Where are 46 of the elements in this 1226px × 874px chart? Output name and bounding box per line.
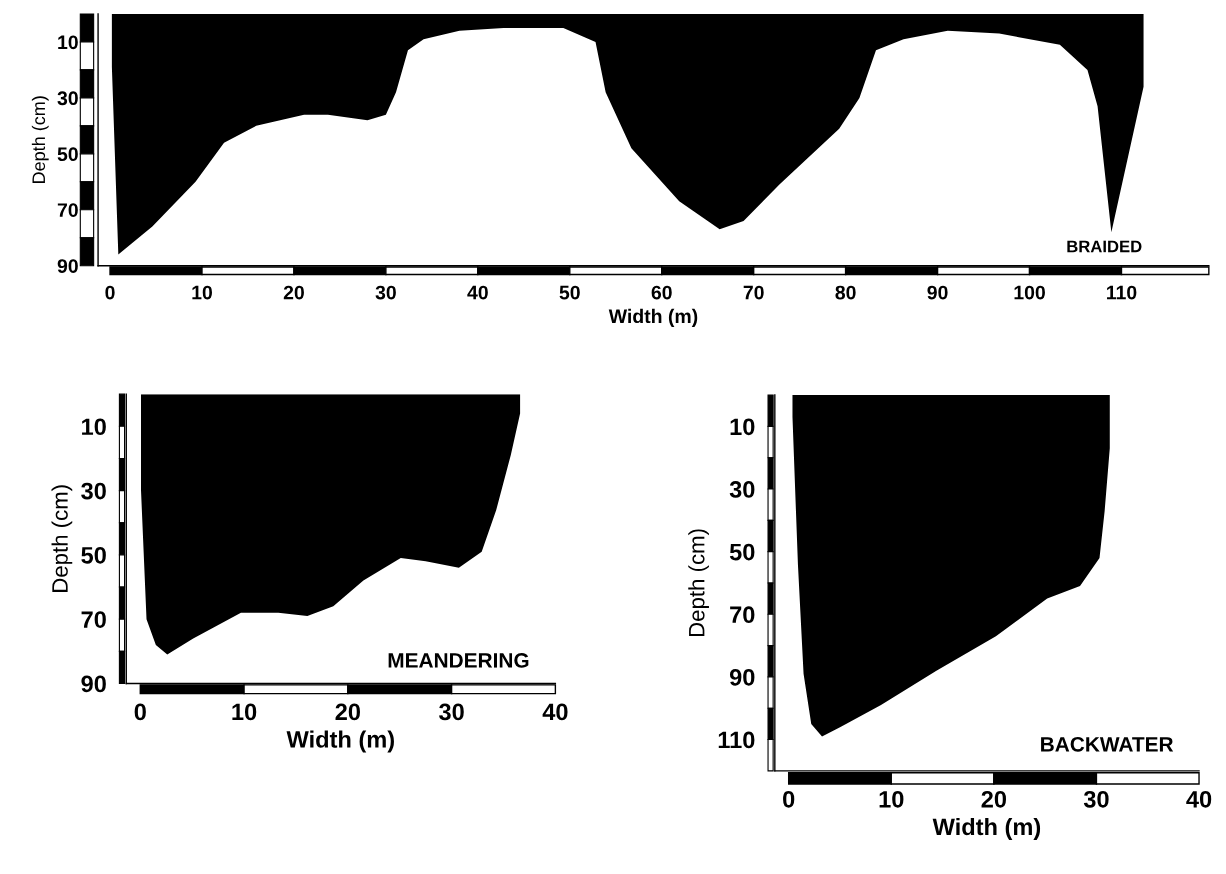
y-tick-label: 30: [729, 481, 755, 498]
y-tick-label: 10: [58, 35, 78, 50]
y-tick-label: 30: [57, 91, 78, 106]
y-tick-label: 50: [81, 546, 106, 564]
x-tick-label: 0: [105, 285, 115, 300]
x-tick-label: 80: [835, 285, 856, 300]
x-tick-label: 0: [783, 790, 795, 808]
x-axis-title: Width (m): [286, 730, 394, 753]
y-tick-label: 10: [82, 418, 106, 436]
y-tick-label: 50: [57, 147, 78, 162]
y-tick-label: 10: [730, 418, 755, 436]
y-axis-title: Depth (cm): [31, 96, 49, 183]
y-tick-label: 90: [81, 675, 106, 693]
x-tick-label: 10: [879, 790, 904, 808]
y-tick-label: 70: [730, 606, 755, 624]
y-axis-title: Depth (cm): [51, 485, 73, 592]
x-tick-label: 10: [192, 285, 212, 300]
y-tick-label: 90: [729, 668, 755, 686]
x-tick-label: 60: [651, 285, 672, 300]
x-tick-label: 100: [1014, 285, 1045, 300]
x-tick-label: 30: [375, 285, 396, 300]
annotation: MEANDERING: [388, 653, 529, 668]
y-tick-label: 70: [57, 203, 78, 217]
x-tick-label: 40: [467, 285, 488, 300]
x-tick-label: 40: [1186, 790, 1212, 808]
x-tick-label: 30: [439, 703, 464, 721]
x-tick-label: 0: [134, 703, 146, 721]
annotation: BACKWATER: [1041, 736, 1174, 752]
y-tick-label: 110: [718, 731, 755, 749]
y-tick-label: 90: [57, 259, 78, 273]
x-tick-label: 20: [283, 285, 304, 300]
x-tick-label: 50: [559, 285, 580, 300]
y-tick-label: 50: [729, 543, 755, 561]
x-tick-label: 110: [1107, 285, 1137, 300]
y-axis-title: Depth (cm): [688, 529, 709, 637]
annotation: BRAIDED: [1067, 240, 1142, 253]
x-tick-label: 90: [927, 285, 948, 300]
x-tick-label: 10: [232, 703, 257, 721]
x-axis-title: Width (m): [932, 817, 1041, 840]
y-tick-label: 70: [81, 611, 106, 628]
x-tick-label: 40: [542, 703, 568, 721]
x-tick-label: 20: [981, 790, 1007, 808]
x-tick-label: 30: [1083, 790, 1109, 808]
x-tick-label: 20: [335, 703, 360, 721]
y-tick-label: 30: [81, 482, 106, 500]
x-axis-title: Width (m): [608, 308, 698, 327]
